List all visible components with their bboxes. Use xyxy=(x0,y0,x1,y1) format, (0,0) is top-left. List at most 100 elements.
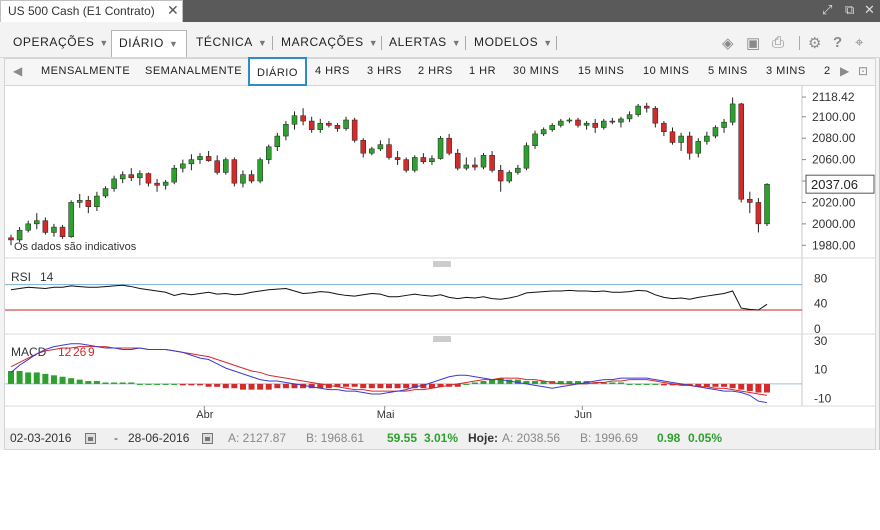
macd-histogram-bar xyxy=(248,383,255,390)
image-icon[interactable]: ▣ xyxy=(746,35,761,52)
expand-icon[interactable]: ⤢ xyxy=(822,2,833,17)
candle-body xyxy=(386,144,392,158)
macd-histogram-bar xyxy=(471,382,478,384)
popout-icon[interactable]: ⧉ xyxy=(845,2,855,17)
macd-histogram-bar xyxy=(669,383,676,386)
macd-histogram-bar xyxy=(592,382,599,384)
candle-body xyxy=(128,174,135,179)
pin-icon[interactable]: ⌖ xyxy=(855,34,864,51)
macd-histogram-bar xyxy=(463,383,470,385)
calendar-icon[interactable] xyxy=(202,433,213,444)
timeframe-mensalmente[interactable]: MENSALMENTE xyxy=(41,65,131,77)
macd-histogram-bar xyxy=(85,381,92,384)
chart-window: US 500 Cash (E1 Contrato) ✕ ⤢ ⧉ ✕ OPERAÇ… xyxy=(0,0,880,450)
timeframe-2hrs[interactable]: 2 HRS xyxy=(418,65,453,77)
chevron-down-icon: ▼ xyxy=(257,38,268,48)
candle-body xyxy=(454,152,461,169)
macd-histogram-bar xyxy=(300,383,307,389)
macd-histogram-bar xyxy=(403,383,410,389)
macd-histogram-bar xyxy=(764,383,770,393)
macd-histogram-bar xyxy=(506,379,513,384)
candle-body xyxy=(480,155,487,168)
range-change: 59.55 xyxy=(387,431,418,445)
candle-body xyxy=(420,157,427,163)
macd-histogram-bar xyxy=(343,383,350,387)
macd-histogram-bar xyxy=(317,383,324,389)
menu-modelos[interactable]: MODELOS ▼ xyxy=(467,30,561,54)
candle-body xyxy=(712,127,719,137)
expand-list-icon[interactable]: ⊡ xyxy=(858,64,869,78)
candle-body xyxy=(257,159,263,182)
macd-histogram-bar xyxy=(626,383,633,385)
timeframe-1hr[interactable]: 1 HR xyxy=(469,65,497,77)
candle-body xyxy=(283,124,289,137)
candle-body xyxy=(42,220,49,233)
macd-histogram-bar xyxy=(231,383,238,389)
timeframe-semanalmente[interactable]: SEMANALMENTE xyxy=(145,65,243,77)
window-close-icon[interactable]: ✕ xyxy=(864,2,875,17)
candle-body xyxy=(652,107,659,124)
timeframe-4hrs[interactable]: 4 HRS xyxy=(315,65,350,77)
candle-body xyxy=(137,173,143,179)
scroll-left-icon[interactable]: ◀ xyxy=(13,64,23,78)
layers-icon[interactable]: ◈ xyxy=(722,35,734,52)
candle-body xyxy=(59,226,66,237)
timeframe-diario[interactable]: DIÁRIO xyxy=(248,57,307,86)
macd-histogram-bar xyxy=(721,383,728,387)
timeframe-15mins[interactable]: 15 MINS xyxy=(578,65,625,77)
current-price-box xyxy=(805,174,875,194)
candle-body xyxy=(686,135,693,154)
macd-histogram-bar xyxy=(25,372,32,384)
timeframe-3hrs[interactable]: 3 HRS xyxy=(367,65,402,77)
timeframe-2mins[interactable]: 2 xyxy=(824,65,831,77)
candle-body xyxy=(25,223,31,231)
macd-histogram-bar xyxy=(76,379,83,384)
scroll-right-icon[interactable]: ▶ xyxy=(840,64,850,78)
to-date: 28-06-2016 xyxy=(128,431,190,445)
macd-histogram-bar xyxy=(291,383,298,389)
candle-body xyxy=(240,174,246,184)
y-tick-label: 2060.00 xyxy=(812,153,856,167)
candle-body xyxy=(540,129,547,135)
macd-histogram-bar xyxy=(42,373,49,384)
candle-body xyxy=(437,137,444,159)
menu-diario[interactable]: DIÁRIO ▼ xyxy=(111,30,188,57)
timeframe-5mins[interactable]: 5 MINS xyxy=(708,65,748,77)
rsi-title: RSI xyxy=(11,270,31,284)
chevron-down-icon: ▼ xyxy=(368,38,379,48)
menu-marcacoes-label: MARCAÇÕES xyxy=(281,35,364,49)
macd-histogram-bar xyxy=(154,383,161,385)
candle-body xyxy=(274,135,281,148)
chart-area[interactable]: 2118.422100.002080.002060.002040.002020.… xyxy=(4,86,876,428)
candle-body xyxy=(8,237,14,241)
calendar-icon[interactable] xyxy=(85,433,96,444)
help-icon[interactable]: ? xyxy=(833,34,843,51)
menu-operacoes[interactable]: OPERAÇÕES ▼ xyxy=(6,30,117,54)
print-icon[interactable]: ⎙ xyxy=(772,34,785,51)
menu-alertas[interactable]: ALERTAS ▼ xyxy=(382,30,469,54)
candle-body xyxy=(412,157,418,171)
macd-y-tick-label: 10 xyxy=(814,363,828,377)
candle-body xyxy=(549,125,555,130)
rsi-y-tick-label: 0 xyxy=(814,322,821,336)
candle-body xyxy=(171,167,177,183)
timeframe-30mins[interactable]: 30 MINS xyxy=(513,65,560,77)
macd-histogram-bar xyxy=(437,383,444,387)
candle-body xyxy=(162,181,169,186)
menu-marcacoes[interactable]: MARCAÇÕES ▼ xyxy=(274,30,386,54)
candle-body xyxy=(626,114,633,120)
macd-histogram-bar xyxy=(532,381,539,384)
timeframe-10mins[interactable]: 10 MINS xyxy=(643,65,690,77)
macd-histogram-bar xyxy=(617,382,624,384)
gear-icon[interactable]: ⚙ xyxy=(808,35,822,52)
footer-bar: 02-03-2016 - 28-06-2016 A: 2127.87 B: 19… xyxy=(4,428,876,450)
data-note: Os dados são indicativos xyxy=(14,241,137,253)
macd-histogram-bar xyxy=(68,378,75,384)
close-icon[interactable]: ✕ xyxy=(167,2,179,18)
timeframe-3mins[interactable]: 3 MINS xyxy=(766,65,806,77)
macd-histogram-bar xyxy=(59,376,66,384)
price-chart[interactable]: 2118.422100.002080.002060.002040.002020.… xyxy=(5,86,875,428)
macd-histogram-bar xyxy=(360,383,367,389)
window-tab[interactable]: US 500 Cash (E1 Contrato) ✕ xyxy=(0,0,183,22)
menu-tecnica[interactable]: TÉCNICA ▼ xyxy=(189,30,275,54)
